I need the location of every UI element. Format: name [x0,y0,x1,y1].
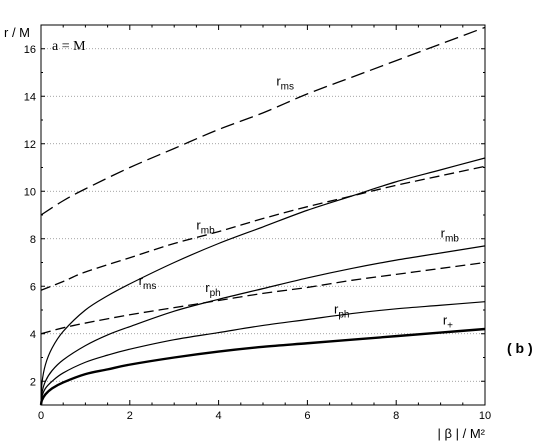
y-tick-label: 2 [30,376,36,388]
x-axis-label: | β | / M² [438,426,486,441]
curve-label-main: r [441,226,446,241]
series-line-r-thick-solid [39,327,486,406]
x-tick-label: 4 [216,410,222,422]
curve-label-main: r [196,217,201,232]
x-tick-label: 6 [304,410,310,422]
series-line-rmb-dash [40,165,486,291]
y-tick-label: 8 [30,234,36,246]
y-tick-label: 16 [24,44,36,56]
curve-label-sub: ph [210,288,221,299]
curve-label: rph [334,302,349,321]
y-tick-label: 10 [24,186,36,198]
x-tick-label: 0 [38,410,44,422]
axis-ticks: 2 4 6 8 10 12 14 16 0 2 4 6 8 10 [24,24,491,422]
y-tick-label: 4 [30,329,36,341]
curve-label-main: r [443,312,448,327]
x-tick-label: 2 [127,410,133,422]
x-tick-label: 10 [479,410,491,422]
curve-label-main: r [334,302,339,317]
series-group [39,26,486,406]
y-axis-label: r / M [4,25,30,40]
curve-label-main: r [205,280,210,295]
y-tick-label: 12 [24,139,36,151]
curve-label: rms [139,273,157,292]
curve-label-sub: ms [143,281,156,292]
panel-label: ( b ) [507,340,533,356]
series-line-rms-long-dash [40,26,486,216]
x-tick-label: 8 [393,410,399,422]
series-line-rmb-solid [40,245,486,406]
curve-label-main: r [139,273,144,288]
curve-label: rmb [196,217,215,236]
curve-label-sub: ms [281,82,294,93]
annotation-spin: a = M [52,39,86,54]
curve-label-sub: mb [201,225,215,236]
curve-label-main: r [276,74,281,89]
curve-label-sub: + [447,320,453,331]
series-line-rph-solid [40,301,486,406]
series-line-rph-dash [40,261,486,335]
curve-label-sub: mb [445,234,459,245]
curve-label: rmb [441,226,460,245]
curve-label-sub: ph [338,310,349,321]
y-tick-label: 14 [24,91,36,103]
curve-label: rph [205,280,220,299]
series-line-rms-solid [40,157,486,406]
curve-label: rms [276,74,294,93]
y-tick-label: 6 [30,281,36,293]
curve-label: r+ [443,312,453,331]
grid-lines [41,48,485,382]
